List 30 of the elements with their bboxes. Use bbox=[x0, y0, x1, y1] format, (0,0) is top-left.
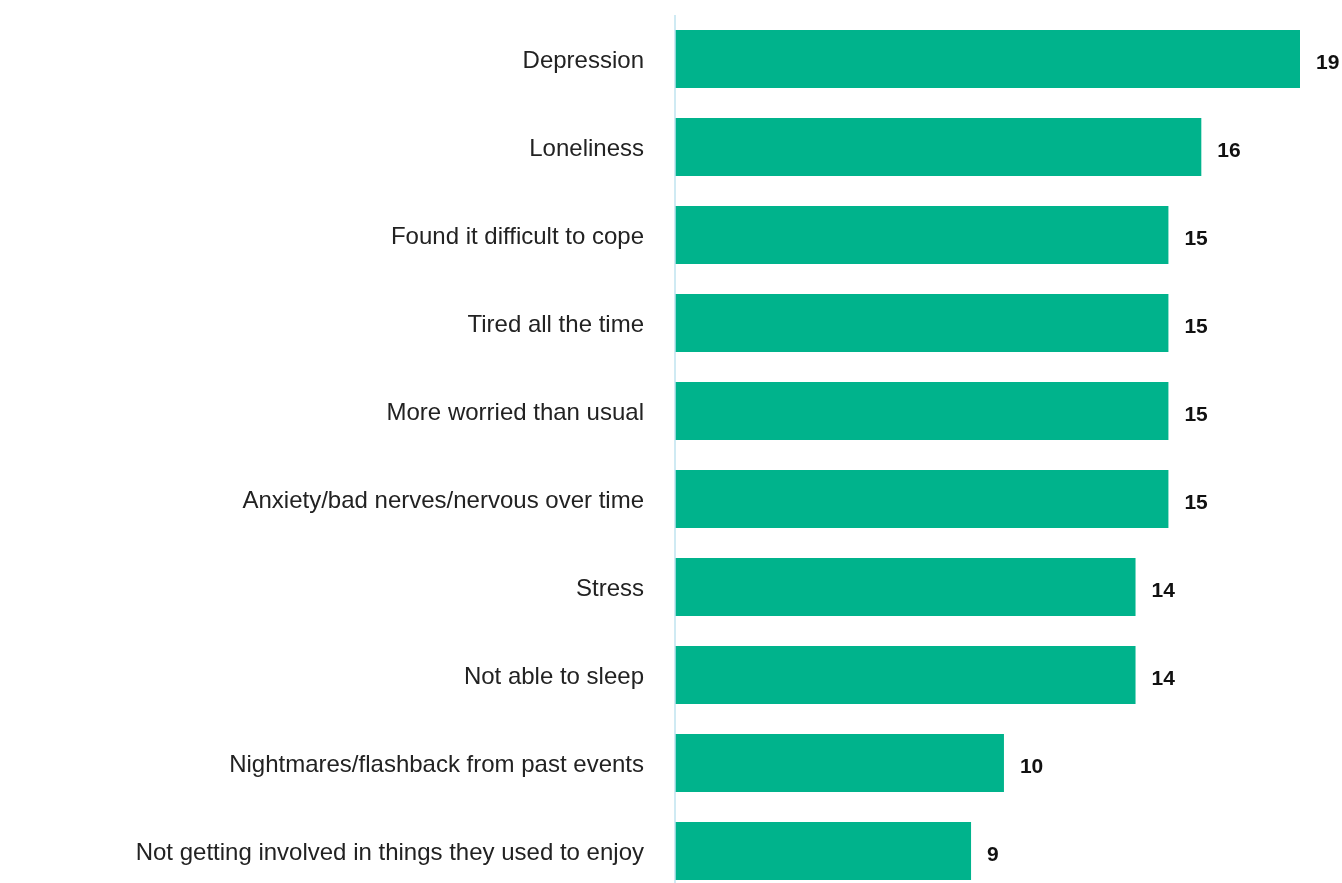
data-label: 19 bbox=[1316, 49, 1340, 73]
data-label: 14 bbox=[1151, 665, 1176, 689]
y-tick-label: Depression bbox=[522, 45, 644, 73]
bar bbox=[675, 822, 972, 880]
data-label: 9 bbox=[987, 841, 999, 865]
y-tick-label: More worried than usual bbox=[386, 397, 644, 425]
bar bbox=[675, 734, 1004, 792]
data-label: 14 bbox=[1151, 577, 1176, 601]
y-tick-label: Found it difficult to cope bbox=[390, 221, 644, 249]
y-tick-label: Not able to sleep bbox=[463, 661, 644, 689]
bar bbox=[675, 30, 1300, 88]
y-tick-label: Tired all the time bbox=[467, 309, 644, 337]
data-label: 15 bbox=[1184, 489, 1209, 513]
data-label: 15 bbox=[1184, 313, 1209, 337]
data-label: 10 bbox=[1019, 753, 1044, 777]
data-label: 16 bbox=[1217, 137, 1241, 161]
y-tick-label: Stress bbox=[575, 573, 644, 601]
data-label: 15 bbox=[1184, 401, 1209, 425]
bar bbox=[675, 118, 1202, 176]
bar bbox=[675, 646, 1136, 704]
bar bbox=[675, 294, 1169, 352]
y-tick-label: Not getting involved in things they used to enjoy bbox=[135, 837, 644, 865]
data-label: 15 bbox=[1184, 225, 1209, 249]
y-tick-label: Nightmares/flashback from past events bbox=[229, 749, 644, 777]
bar bbox=[675, 558, 1136, 616]
bar bbox=[675, 382, 1169, 440]
y-tick-label: Anxiety/bad nerves/nervous over time bbox=[242, 485, 644, 513]
y-tick-label: Loneliness bbox=[529, 133, 644, 161]
bar bbox=[675, 206, 1169, 264]
bar bbox=[675, 470, 1169, 528]
